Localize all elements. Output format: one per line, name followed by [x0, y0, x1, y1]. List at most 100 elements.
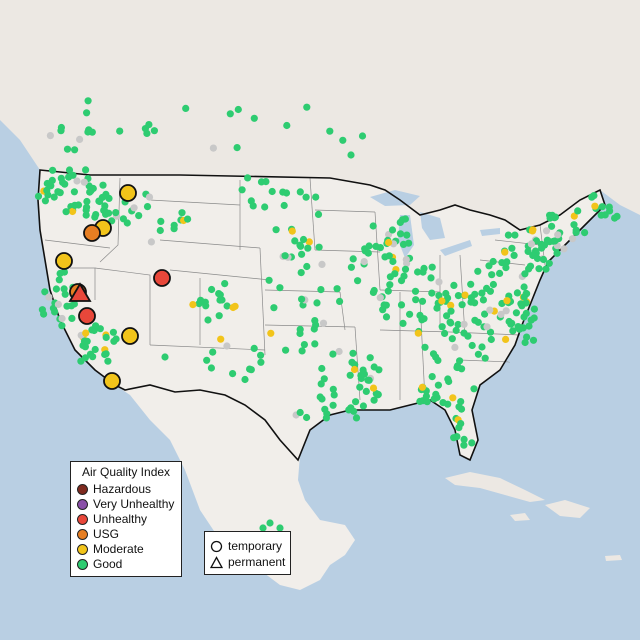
site-marker — [523, 333, 531, 341]
site-marker — [454, 292, 462, 300]
site-marker — [204, 316, 212, 324]
site-marker — [314, 210, 323, 218]
site-marker — [101, 350, 109, 359]
site-marker — [444, 400, 452, 408]
site-marker — [520, 313, 528, 321]
site-marker — [423, 398, 431, 406]
site-marker — [197, 296, 205, 304]
site-marker — [88, 128, 96, 136]
site-marker — [282, 189, 291, 197]
site-marker — [360, 258, 368, 266]
site-marker — [300, 341, 308, 349]
site-marker — [209, 348, 217, 356]
site-marker — [401, 265, 410, 273]
site-marker — [99, 181, 107, 189]
site-marker — [55, 276, 63, 284]
site-marker — [207, 364, 215, 372]
site-marker — [428, 373, 436, 381]
site-marker — [370, 396, 378, 404]
site-marker — [435, 278, 443, 286]
site-marker — [497, 310, 505, 318]
legend-item-temporary: temporary — [210, 539, 282, 553]
site-marker — [223, 302, 231, 310]
site-marker — [147, 238, 155, 246]
site-marker — [457, 405, 466, 413]
site-marker — [266, 519, 274, 527]
site-marker — [329, 385, 337, 393]
site-marker — [391, 270, 399, 278]
site-marker — [468, 439, 476, 447]
site-marker — [399, 216, 407, 224]
site-marker — [50, 193, 58, 201]
site-marker — [364, 249, 372, 257]
site-marker — [503, 297, 511, 305]
site-marker — [385, 252, 393, 260]
site-marker — [333, 285, 341, 293]
site-marker — [223, 342, 231, 350]
site-marker — [611, 214, 619, 222]
site-marker — [63, 302, 71, 310]
site-marker — [299, 235, 308, 244]
site-marker — [105, 209, 113, 217]
site-marker — [591, 202, 599, 210]
site-marker — [486, 287, 494, 295]
site-marker — [318, 260, 326, 268]
site-marker — [521, 338, 529, 347]
site-marker — [548, 222, 556, 230]
site-marker — [470, 385, 478, 393]
legend-item-permanent: permanent — [210, 555, 285, 569]
site-marker — [471, 316, 479, 324]
site-marker — [229, 370, 237, 378]
site-marker — [414, 268, 422, 276]
site-marker — [303, 413, 311, 422]
site-marker — [347, 263, 355, 271]
site-marker — [356, 383, 364, 391]
site-marker — [420, 315, 428, 323]
site-marker — [486, 328, 495, 336]
site-marker — [161, 353, 169, 361]
site-marker — [281, 252, 289, 260]
site-marker — [57, 127, 65, 135]
site-marker — [574, 207, 582, 215]
site-marker — [414, 329, 422, 337]
site-marker — [329, 401, 337, 409]
legend-label: permanent — [228, 555, 286, 569]
site-marker — [543, 236, 552, 244]
site-marker — [282, 346, 290, 354]
us-border — [37, 169, 606, 462]
site-marker — [304, 244, 312, 252]
site-marker — [313, 299, 321, 307]
hispaniola — [545, 500, 590, 518]
very-unhealthy-swatch-icon — [77, 498, 88, 510]
site-marker — [483, 323, 491, 331]
major-site-circle-marker — [55, 252, 73, 270]
site-marker — [412, 296, 420, 304]
site-marker — [238, 186, 246, 194]
major-site-circle-marker — [119, 184, 137, 202]
site-marker — [83, 109, 91, 117]
site-marker — [359, 402, 367, 410]
legend-title: Air Quality Index — [82, 465, 171, 479]
site-marker — [448, 335, 456, 343]
site-marker — [471, 290, 479, 298]
site-marker — [452, 326, 460, 334]
site-marker — [520, 283, 528, 291]
site-marker — [65, 173, 73, 181]
site-marker — [450, 434, 458, 442]
site-marker — [86, 350, 95, 358]
site-marker — [406, 310, 414, 318]
site-marker — [539, 255, 548, 264]
site-marker — [502, 335, 510, 343]
site-marker — [215, 312, 223, 320]
site-marker — [365, 242, 373, 250]
site-marker — [508, 244, 516, 252]
site-marker — [365, 376, 373, 384]
site-marker — [438, 323, 446, 331]
legend-label: USG — [93, 527, 120, 541]
site-marker — [48, 176, 56, 184]
site-marker — [542, 227, 551, 235]
site-marker — [382, 313, 391, 321]
legend-item-very-unhealthy: Very Unhealthy — [77, 497, 174, 511]
site-marker — [568, 235, 577, 243]
site-marker — [454, 320, 462, 329]
